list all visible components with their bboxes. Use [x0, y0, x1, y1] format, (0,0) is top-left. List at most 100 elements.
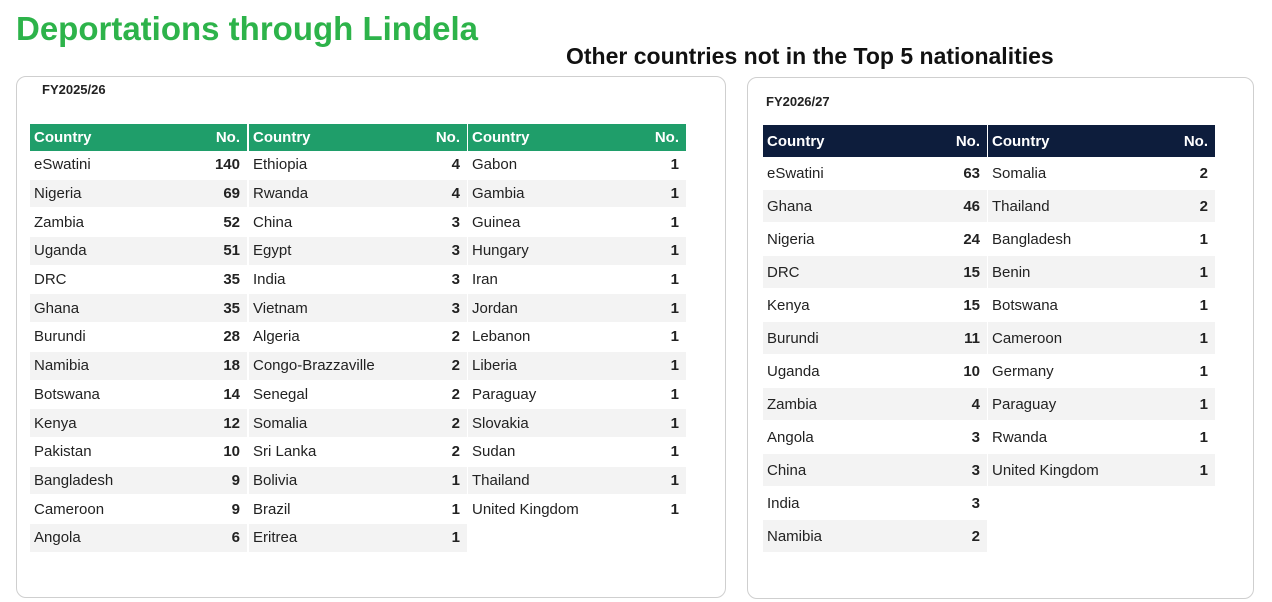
number-header: No.	[638, 124, 686, 151]
number-cell: 10	[181, 437, 247, 467]
country-cell: Namibia	[763, 519, 931, 553]
number-header: No.	[181, 124, 247, 151]
table-row: Angola 6	[30, 523, 247, 553]
table-row: Vietnam 3	[249, 293, 467, 324]
table-row: Guinea 1	[468, 207, 686, 238]
number-cell: 1	[1165, 288, 1215, 322]
country-cell: Bangladesh	[988, 222, 1166, 256]
country-cell: Slovakia	[468, 408, 639, 438]
number-cell: 3	[931, 486, 987, 520]
number-cell: 3	[419, 265, 467, 295]
table-header-row: Country No.	[988, 125, 1215, 157]
country-cell: Kenya	[30, 408, 182, 438]
table-row: Thailand 2	[988, 189, 1215, 223]
country-cell: Bangladesh	[30, 466, 182, 496]
country-cell: Thailand	[988, 189, 1166, 223]
number-cell: 1	[638, 151, 686, 180]
fy2025-label: FY2025/26	[42, 82, 106, 97]
number-cell: 1	[638, 179, 686, 209]
number-cell: 69	[181, 179, 247, 209]
number-cell: 15	[931, 255, 987, 289]
number-header: No.	[419, 124, 467, 151]
table-header-row: Country No.	[468, 124, 686, 151]
country-cell: Sri Lanka	[249, 437, 420, 467]
number-cell: 2	[419, 437, 467, 467]
country-cell: China	[763, 453, 931, 487]
country-cell: Kenya	[763, 288, 931, 322]
country-cell: Thailand	[468, 466, 639, 496]
table-row: Burundi 11	[763, 321, 987, 355]
country-cell: Nigeria	[763, 222, 931, 256]
table-row: Angola 3	[763, 420, 987, 454]
number-cell: 140	[181, 151, 247, 180]
table-row: Somalia 2	[988, 157, 1215, 190]
number-cell: 1	[1165, 255, 1215, 289]
table-header-row: Country No.	[249, 124, 467, 151]
table-row: Zambia 4	[763, 387, 987, 421]
country-cell: Namibia	[30, 351, 182, 381]
table-row: Namibia 18	[30, 351, 247, 381]
number-cell: 1	[419, 494, 467, 524]
table-row: Rwanda 1	[988, 420, 1215, 454]
table-row: DRC 35	[30, 265, 247, 295]
country-cell: Somalia	[988, 157, 1166, 190]
number-cell: 1	[419, 523, 467, 553]
table-row: Botswana 14	[30, 380, 247, 410]
country-cell: Ghana	[30, 293, 182, 324]
number-cell: 3	[419, 207, 467, 238]
country-cell: Guinea	[468, 207, 639, 238]
fy2025-table-2: Country No. Ethiopia 4 Rwanda 4 China 3 Egypt 3 In…	[249, 124, 467, 553]
number-cell: 2	[1165, 157, 1215, 190]
number-cell: 4	[931, 387, 987, 421]
country-cell: eSwatini	[763, 157, 931, 190]
country-cell: Rwanda	[249, 179, 420, 209]
number-cell: 1	[638, 265, 686, 295]
country-cell: Brazil	[249, 494, 420, 524]
country-cell: Jordan	[468, 293, 639, 324]
table-row: Thailand 1	[468, 466, 686, 496]
table-row: Gambia 1	[468, 179, 686, 209]
country-cell: Hungary	[468, 236, 639, 266]
table-row: Uganda 51	[30, 236, 247, 266]
table-row: Hungary 1	[468, 236, 686, 266]
country-cell: Bolivia	[249, 466, 420, 496]
fy2026-table-2: Country No. Somalia 2 Thailand 2 Bangladesh 1 Be…	[988, 125, 1215, 487]
country-cell: Zambia	[763, 387, 931, 421]
table-row: Senegal 2	[249, 380, 467, 410]
table-row: Germany 1	[988, 354, 1215, 388]
number-cell: 3	[419, 293, 467, 324]
number-cell: 46	[931, 189, 987, 223]
table-row: Egypt 3	[249, 236, 467, 266]
country-cell: Lebanon	[468, 322, 639, 352]
table-row: Benin 1	[988, 255, 1215, 289]
table-row: Botswana 1	[988, 288, 1215, 322]
country-cell: Gambia	[468, 179, 639, 209]
table-row: Bolivia 1	[249, 466, 467, 496]
table-row: United Kingdom 1	[988, 453, 1215, 487]
table-row: Eritrea 1	[249, 523, 467, 553]
table-row: Uganda 10	[763, 354, 987, 388]
number-cell: 1	[638, 466, 686, 496]
country-cell: United Kingdom	[468, 494, 639, 524]
country-header: Country	[988, 125, 1166, 157]
country-cell: Vietnam	[249, 293, 420, 324]
page-subtitle: Other countries not in the Top 5 nationa…	[566, 43, 1054, 69]
country-cell: Paraguay	[468, 380, 639, 410]
country-cell: Congo-Brazzaville	[249, 351, 420, 381]
number-cell: 18	[181, 351, 247, 381]
table-row: Nigeria 24	[763, 222, 987, 256]
table-row: Slovakia 1	[468, 408, 686, 438]
table-row: Sri Lanka 2	[249, 437, 467, 467]
fy2026-table-1: Country No. eSwatini 63 Ghana 46 Nigeria 24 DRC 1…	[763, 125, 987, 553]
country-cell: India	[249, 265, 420, 295]
table-row: Algeria 2	[249, 322, 467, 352]
country-cell: Algeria	[249, 322, 420, 352]
table-row: Nigeria 69	[30, 179, 247, 209]
table-row: Paraguay 1	[468, 380, 686, 410]
number-cell: 2	[931, 519, 987, 553]
table-row: Ghana 35	[30, 293, 247, 324]
table-row: Paraguay 1	[988, 387, 1215, 421]
table-row: Rwanda 4	[249, 179, 467, 209]
table-row: Ethiopia 4	[249, 151, 467, 180]
number-cell: 1	[638, 351, 686, 381]
